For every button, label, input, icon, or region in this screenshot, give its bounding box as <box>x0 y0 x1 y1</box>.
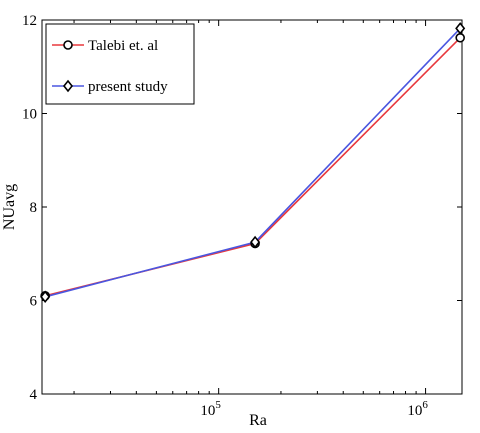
legend-marker-diamond <box>62 79 74 93</box>
legend-label-present: present study <box>88 79 168 95</box>
y-tick-label: 10 <box>22 107 37 123</box>
data-point-diamond <box>455 22 466 35</box>
legend: Talebi et. al present study <box>45 23 195 105</box>
y-axis-label: NUavg <box>1 184 18 230</box>
y-tick-label: 8 <box>30 200 38 216</box>
y-tick-label: 4 <box>30 387 38 403</box>
x-tick-base: 10 <box>200 403 215 419</box>
x-tick-exponent: 5 <box>215 399 221 411</box>
x-axis-ticks: 105 106 <box>73 20 428 419</box>
x-axis-label: Ra <box>249 412 267 429</box>
legend-box <box>45 23 195 105</box>
x-tick-label: 105 <box>200 399 221 419</box>
series-markers <box>40 22 466 304</box>
y-axis-ticks: 4 6 8 10 12 <box>22 13 462 403</box>
data-point-circle <box>455 32 465 43</box>
y-tick-label: 6 <box>30 294 38 310</box>
legend-marker-circle <box>63 40 73 50</box>
x-tick-exponent: 6 <box>422 399 428 411</box>
y-tick-label: 12 <box>22 13 37 29</box>
x-tick-label: 106 <box>407 399 428 419</box>
data-point-diamond <box>40 290 51 304</box>
x-tick-base: 10 <box>407 403 422 419</box>
data-point-diamond <box>250 235 261 249</box>
legend-label-talebi: Talebi et. al <box>88 38 158 54</box>
